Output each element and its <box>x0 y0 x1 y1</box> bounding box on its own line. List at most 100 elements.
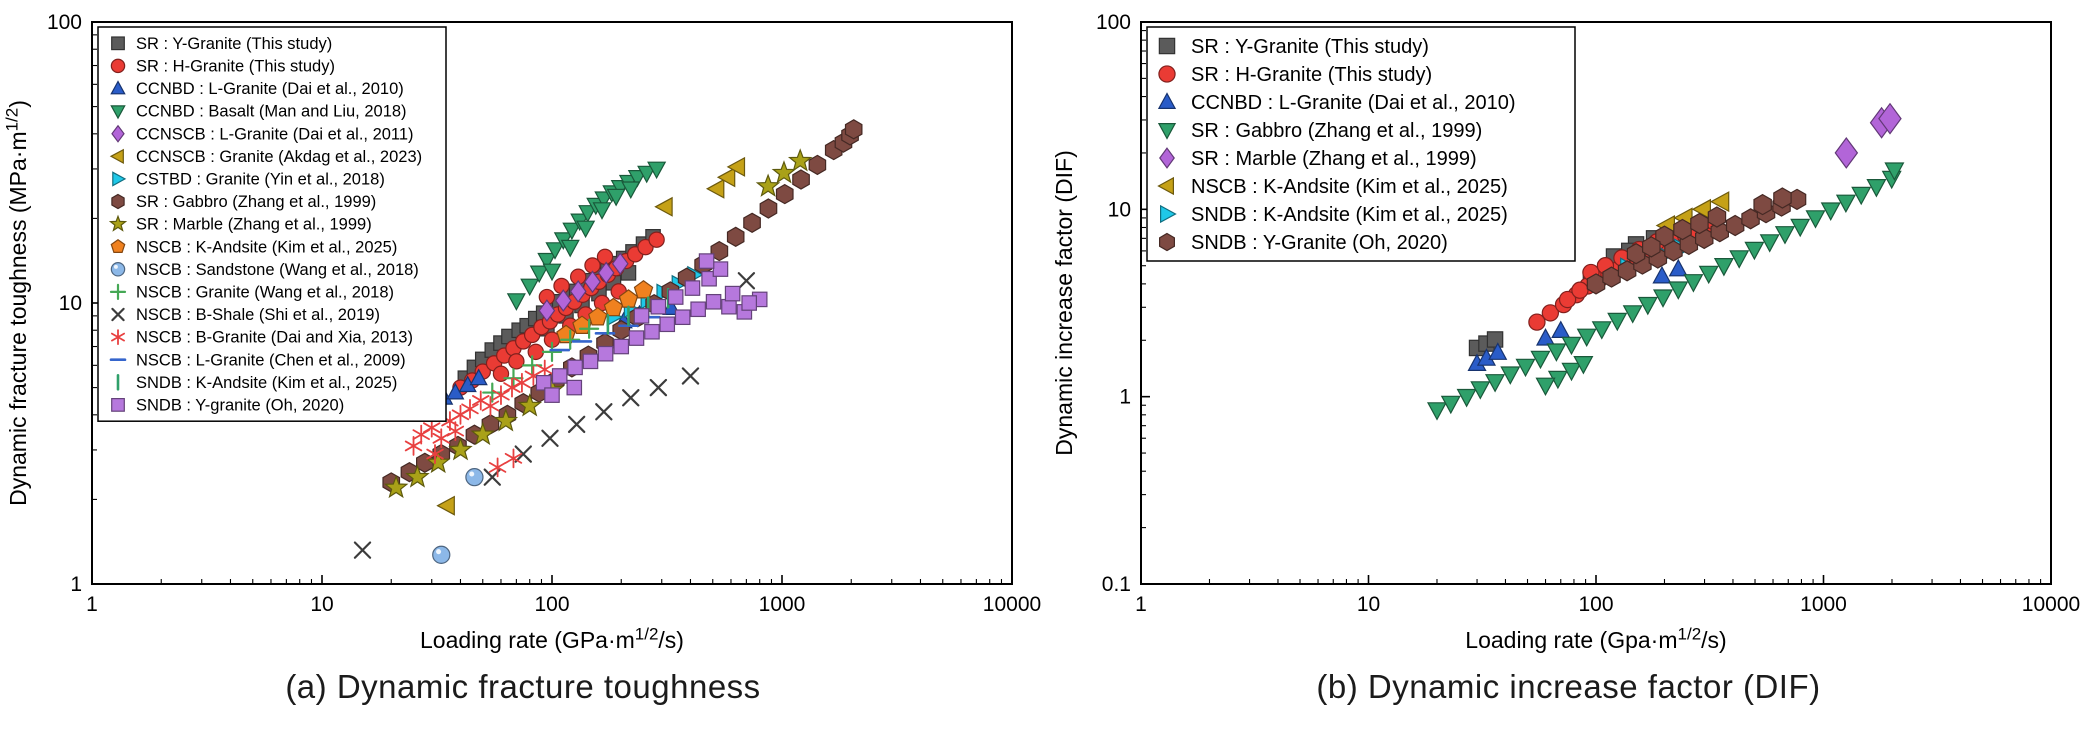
marker-asterisk <box>111 332 125 342</box>
marker-circle <box>527 343 544 361</box>
marker-triangle-down <box>542 263 562 282</box>
marker-circle <box>1571 281 1589 299</box>
x-tick-label: 10 <box>1357 593 1380 616</box>
caption-b: (b) Dynamic increase factor (DIF) <box>1316 668 1821 705</box>
marker-square <box>633 308 650 324</box>
marker-triangle-right <box>1159 204 1177 224</box>
legend-item: SR : Y-Granite (This study) <box>1158 36 1429 58</box>
marker-asterisk <box>461 403 479 415</box>
marker-star <box>448 436 473 461</box>
marker-diamond <box>611 252 629 276</box>
marker-square <box>650 298 667 315</box>
marker-diamond <box>1878 102 1902 135</box>
legend-item: CCNBD : Basalt (Man and Liu, 2018) <box>110 103 407 121</box>
marker-circle <box>553 277 570 295</box>
marker-circle <box>110 58 126 74</box>
marker-triangle-down <box>1157 122 1177 140</box>
marker-triangle-up <box>110 80 126 95</box>
marker-x <box>541 429 559 447</box>
marker-circle <box>1528 313 1546 331</box>
legend-label: SR : H-Granite (This study) <box>136 58 335 76</box>
marker-triangle-down <box>1515 358 1536 378</box>
marker-asterisk <box>488 461 507 473</box>
marker-triangle-down <box>1652 289 1674 308</box>
marker-triangle-down <box>1866 179 1887 198</box>
legend-item: CCNBD : L-Granite (Dai et al., 2010) <box>110 80 404 98</box>
marker-square <box>1158 37 1176 55</box>
caption-a: (a) Dynamic fracture toughness <box>285 668 761 705</box>
legend-item: NSCB : L-Granite (Chen et al., 2009) <box>109 351 406 369</box>
marker-hexagon <box>1773 187 1792 209</box>
marker-diamond <box>584 270 601 294</box>
series-2-triangle-up <box>1467 258 1688 371</box>
legend-item: NSCB : Granite (Wang et al., 2018) <box>109 284 394 302</box>
marker-x <box>111 307 125 322</box>
marker-square <box>721 298 737 315</box>
x-tick-label: 100 <box>534 593 569 616</box>
marker-star <box>517 393 543 417</box>
marker-triangle-up <box>1157 92 1177 110</box>
marker-triangle-down <box>1530 350 1551 370</box>
marker-triangle-down <box>1576 328 1597 348</box>
legend-item: CCNSCB : Granite (Akdag et al., 2023) <box>109 148 422 166</box>
x-axis-label: Loading rate (Gpa·m1/2/s) <box>1465 624 1726 653</box>
marker-diamond <box>111 124 125 143</box>
marker-circle <box>508 353 525 370</box>
marker-triangle-down <box>1561 336 1582 356</box>
legend-item: NSCB : K-Andsite (Kim et al., 2025) <box>1157 176 1508 198</box>
marker-triangle-down <box>1790 218 1811 238</box>
marker-square <box>705 293 722 310</box>
marker-circle <box>596 248 614 266</box>
marker-square <box>741 295 757 311</box>
marker-square <box>613 338 630 355</box>
panel-b: 1 10 100 1000 10000 0.1 1 10 100 Loading rate (Gp… <box>1046 0 2091 733</box>
marker-triangle-up <box>1535 328 1556 346</box>
legend-item: SR : H-Granite (This study) <box>1158 64 1432 86</box>
legend-label: SNDB : K-Andsite (Kim et al., 2025) <box>1191 204 1508 226</box>
marker-diamond <box>1159 147 1175 169</box>
marker-triangle-down <box>560 239 580 258</box>
marker-triangle-left <box>1709 191 1730 213</box>
marker-square <box>1486 331 1504 348</box>
x-tick-label: 10000 <box>983 593 1041 616</box>
marker-x <box>649 378 668 397</box>
legend-box <box>1146 26 1576 262</box>
x-tick-label: 1 <box>86 593 98 616</box>
marker-hexagon <box>1753 193 1772 216</box>
marker-triangle-down <box>1713 258 1734 277</box>
marker-sphere <box>432 545 451 564</box>
marker-square <box>582 353 599 370</box>
marker-star <box>755 173 781 197</box>
marker-hexagon <box>775 183 794 205</box>
marker-square <box>597 345 614 362</box>
marker-hexagon <box>710 240 729 262</box>
marker-x <box>681 367 700 385</box>
marker-square <box>535 375 552 391</box>
marker-square <box>628 330 645 346</box>
marker-triangle-down <box>576 220 596 239</box>
marker-pentagon <box>603 297 624 317</box>
series-4-diamond <box>1834 102 1902 169</box>
x-axis-label: Loading rate (GPa·m1/2/s) <box>420 624 684 653</box>
marker-triangle-down <box>1744 241 1765 261</box>
marker-triangle-left <box>109 148 124 165</box>
axes: 1 10 100 1000 10000 1 10 100 <box>47 11 1041 616</box>
legend-item: SR : H-Granite (This study) <box>110 58 335 76</box>
marker-star <box>383 474 409 499</box>
legend-label: SNDB : Y-granite (Oh, 2020) <box>136 397 344 415</box>
series-12-x <box>353 272 756 559</box>
marker-square <box>659 316 676 333</box>
series-11-plus <box>482 318 600 403</box>
marker-hexagon <box>1641 236 1661 258</box>
legend-label: NSCB : Granite (Wang et al., 2018) <box>136 284 394 302</box>
marker-hexagon <box>1602 266 1621 288</box>
marker-triangle-down <box>529 265 549 284</box>
marker-star <box>108 214 128 232</box>
marker-square <box>712 261 729 277</box>
y-tick-label: 1 <box>70 573 82 596</box>
marker-sphere <box>110 262 126 277</box>
marker-hexagon <box>1617 260 1637 282</box>
marker-diamond <box>1834 136 1859 169</box>
